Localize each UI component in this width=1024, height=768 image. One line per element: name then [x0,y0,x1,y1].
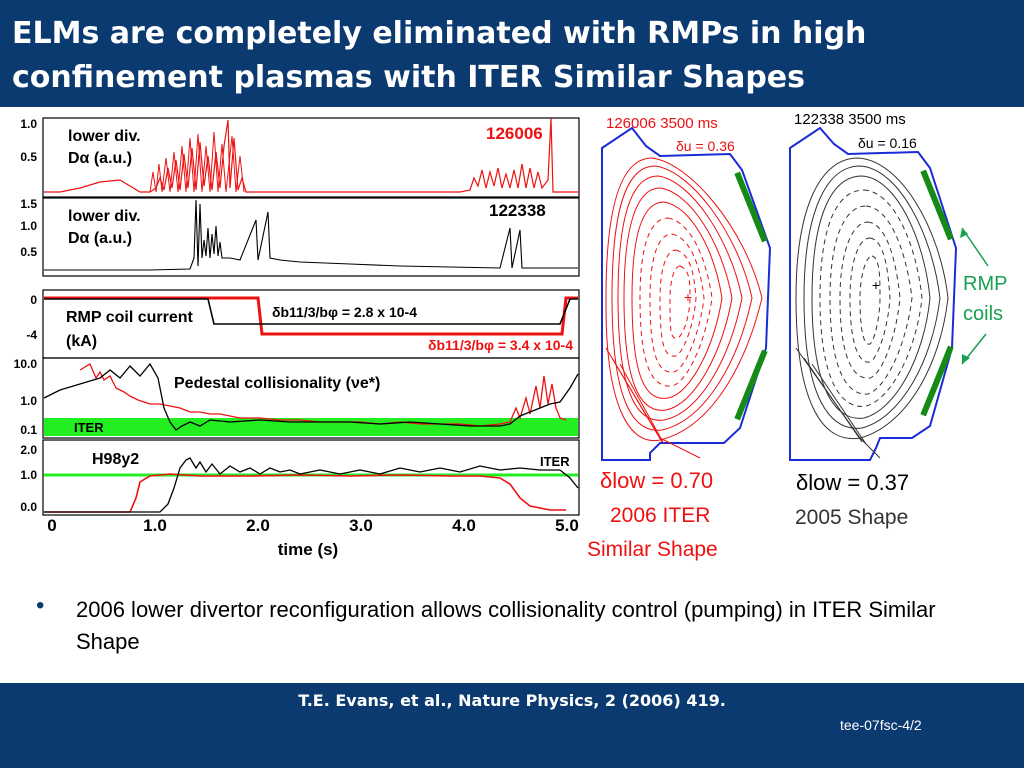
panel-3-tick-2: -4 [26,328,37,342]
citation: T.E. Evans, et al., Nature Physics, 2 (2… [298,691,726,710]
equilibrium-left: 126006 3500 ms δu = 0.36 + δlow = 0.70 2… [587,115,772,561]
panel-5-trace-122338 [44,457,579,513]
iter-band [44,418,578,436]
right-delta-low: δlow = 0.37 [796,470,909,495]
figure: 1.0 0.5 lower div. Dα (a.u.) 126006 1.5 … [14,111,1008,561]
panel-1-ylabel-line-1: lower div. [68,128,141,145]
bullet-text: 2006 lower divertor reconfiguration allo… [76,597,936,654]
right-rmp-coil-upper [920,169,954,241]
rmp-label-line-2: coils [963,303,1003,325]
panel-3-annotation-red: δb11/3/bφ = 3.4 x 10-4 [428,337,573,353]
panel-1-ylabel-line-2: Dα (a.u.) [68,150,132,167]
panel-2-shot-label: 122338 [489,201,546,220]
slide-code: tee-07fsc-4/2 [840,717,922,733]
panel-5-ref-label: ITER [540,454,570,469]
panel-2-trace-122338 [44,199,578,271]
x-tick-3: 3.0 [349,516,373,535]
right-shot-time: 122338 3500 ms [794,111,906,128]
left-rmp-coil-lower [734,349,768,421]
panel-5-trace-126006 [44,473,566,513]
right-flux-surfaces [795,157,949,459]
panel-4-trace-122338 [43,362,579,431]
slide-title-line-1: ELMs are completely eliminated with RMPs… [12,16,867,51]
panel-3-trace-126006 [44,296,578,336]
panel-2-tick-2: 1.0 [20,219,37,233]
panel-4-ylabel: Pedestal collisionality (νe*) [174,375,380,392]
panel-1-trace-126006-bursts [149,131,245,193]
slide-title-line-2: confinement plasmas with ITER Similar Sh… [12,60,805,95]
panel-3-trace-122338 [44,298,578,325]
x-tick-1: 1.0 [143,516,167,535]
left-vessel-wall [601,126,772,461]
panel-4-frame [42,357,580,439]
left-rmp-coil-upper [734,171,768,243]
left-delta-u: δu = 0.36 [676,138,735,154]
iter-band-label: ITER [74,420,104,435]
panel-3-tick-1: 0 [30,293,37,307]
panel-2-ylabel: lower div. Dα (a.u.) [68,208,145,247]
panel-5-tick-2: 1.0 [20,468,37,482]
equilibrium-right: 122338 3500 ms δu = 0.16 + RMP coils δlo… [789,111,1007,529]
x-tick-0: 0 [47,516,56,535]
panel-5-tick-1: 2.0 [20,443,37,457]
panel-1-frame [42,117,580,198]
rmp-arrowhead-lower [962,354,970,364]
left-shot-time: 126006 3500 ms [606,115,718,132]
panel-5-frame [42,439,580,516]
panel-4-trace-126006 [79,363,567,427]
panel-1-shot-label: 126006 [486,124,543,143]
x-axis: 0 1.0 2.0 3.0 4.0 5.0 time (s) [47,516,579,559]
panel-1-tick-2: 0.5 [20,150,37,164]
panel-3-ylabel-line-2: (kA) [66,333,97,350]
x-tick-2: 2.0 [246,516,270,535]
panel-2-tick-3: 0.5 [20,245,37,259]
right-vessel-wall [789,126,958,461]
footer-banner: T.E. Evans, et al., Nature Physics, 2 (2… [0,683,1024,768]
panel-2-ylabel-line-2: Dα (a.u.) [68,230,132,247]
right-rmp-coil-lower [920,345,954,417]
panel-5-ylabel: H98y2 [92,451,139,468]
right-axis-marker: + [872,277,880,293]
x-tick-4: 4.0 [452,516,476,535]
panel-1-trace-126006 [44,117,578,193]
right-delta-u: δu = 0.16 [858,135,917,151]
panel-3-ylabel-line-1: RMP coil current [66,309,194,326]
title-banner: ELMs are completely eliminated with RMPs… [0,0,1024,107]
left-delta-low: δlow = 0.70 [600,468,713,493]
time-traces: 1.0 0.5 lower div. Dα (a.u.) 126006 1.5 … [14,117,580,559]
panel-2-ylabel-line-1: lower div. [68,208,141,225]
panel-4-tick-2: 1.0 [20,394,37,408]
panel-1-tick-1: 1.0 [20,117,37,131]
rmp-arrowhead-upper [960,228,968,238]
x-tick-5: 5.0 [555,516,579,535]
rmp-label-line-1: RMP [963,273,1007,295]
panel-2-frame [42,197,580,277]
right-caption: 2005 Shape [795,506,908,529]
left-flux-surfaces [605,157,763,459]
left-caption-line-1: 2006 ITER [610,504,710,527]
bullet-marker: • [36,592,45,619]
panel-4-tick-1: 10.0 [14,357,38,371]
left-caption-line-2: Similar Shape [587,538,718,561]
panel-3-ylabel: RMP coil current (kA) [66,309,197,350]
x-axis-label: time (s) [278,540,338,559]
panel-2-tick-1: 1.5 [20,197,37,211]
panel-5-tick-3: 0.0 [20,500,37,514]
left-axis-marker: + [684,289,692,305]
panel-3-annotation-black: δb11/3/bφ = 2.8 x 10-4 [272,304,417,320]
panel-1-ylabel: lower div. Dα (a.u.) [68,128,145,167]
panel-4-tick-3: 0.1 [20,423,37,437]
slide-title: ELMs are completely eliminated with RMPs… [12,12,1012,100]
